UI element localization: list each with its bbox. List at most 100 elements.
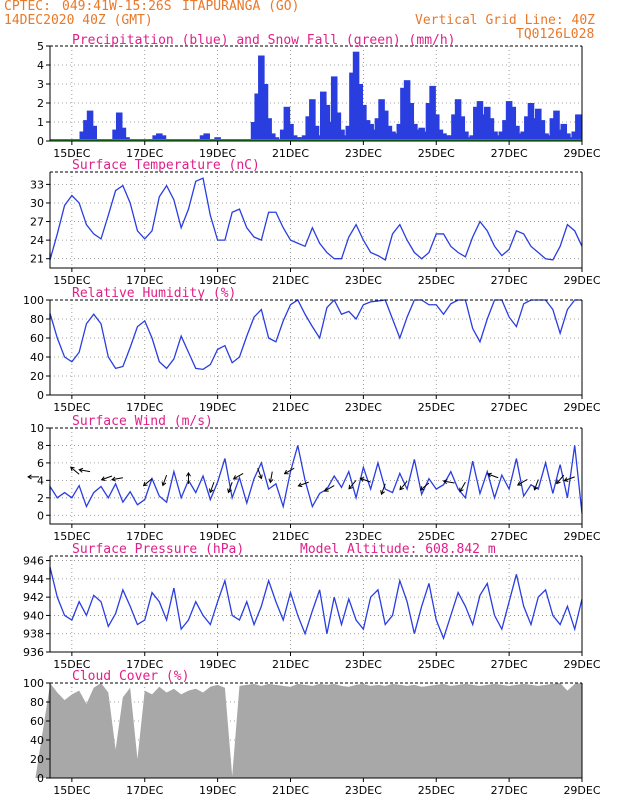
precip-bar [338, 129, 345, 141]
precip-bar [556, 129, 564, 141]
precip-bar [458, 116, 466, 141]
panel-annotation: Model Altitude: 608.842 m [300, 542, 496, 557]
wind-arrow [111, 477, 123, 481]
panel-title: Relative Humidity (%) [72, 286, 236, 301]
wind-arrow [360, 477, 371, 483]
precip-bar [513, 125, 520, 141]
y-tick-label: 60 [30, 715, 44, 728]
x-tick-label: 15DEC [53, 784, 90, 797]
y-tick-label: 80 [30, 696, 44, 709]
wind-arrow [298, 481, 309, 487]
x-tick-label: 19DEC [199, 401, 236, 414]
wind-arrow [459, 481, 466, 492]
wind-arrow [233, 472, 244, 480]
precip-bar [483, 106, 491, 141]
x-tick-label: 17DEC [126, 530, 163, 543]
y-tick-label: 40 [30, 734, 44, 747]
x-tick-label: 27DEC [491, 401, 528, 414]
x-tick-label: 17DEC [126, 401, 163, 414]
wind-arrow [564, 476, 575, 482]
x-tick-label: 25DEC [418, 147, 455, 160]
precip-bar [334, 112, 342, 141]
y-tick-label: 8 [37, 439, 44, 452]
x-tick-label: 19DEC [199, 530, 236, 543]
header-date: 14DEC2020 40Z (GMT) [4, 13, 153, 28]
wind-arrow [348, 480, 357, 490]
wind-arrow-head [208, 488, 214, 494]
wind-arrow [399, 480, 408, 490]
y-tick-label: 20 [30, 753, 44, 766]
wind-arrow-head [323, 487, 329, 492]
precip-bar [403, 80, 411, 141]
y-tick-label: 100 [23, 294, 44, 307]
wind-arrow [517, 479, 528, 486]
precip-bar [290, 135, 298, 141]
x-tick-label: 29DEC [563, 274, 600, 287]
wind-arrow-head [78, 467, 84, 473]
wind-arrow-head [348, 484, 353, 490]
y-tick-label: 3 [37, 78, 44, 91]
precip-bar [327, 122, 334, 141]
precip-bar [447, 135, 455, 141]
precip-bar [352, 51, 360, 142]
wind-arrow [284, 467, 295, 475]
x-tick-label: 23DEC [345, 658, 382, 671]
precip-bar [79, 131, 87, 141]
x-tick-label: 21DEC [272, 401, 309, 414]
x-tick-label: 15DEC [53, 401, 90, 414]
wind-arrow [487, 473, 499, 479]
precip-bar [254, 93, 261, 141]
precip-bar [265, 118, 272, 141]
press-line [49, 566, 583, 641]
y-tick-label: 30 [30, 197, 44, 210]
wind-arrow-head [27, 474, 32, 480]
precip-bar [509, 106, 517, 141]
x-tick-label: 15DEC [53, 274, 90, 287]
precip-bar [425, 103, 433, 141]
panel-precip: 0 1 2 3 4 5 15DEC 17DEC 19DEC 21DEC 23DEC 25DEC 27DE… [37, 33, 601, 160]
x-tick-label: 21DEC [272, 147, 309, 160]
precip-bar [268, 133, 276, 141]
x-tick-label: 15DEC [53, 658, 90, 671]
y-tick-label: 0 [37, 389, 44, 402]
precip-bar [152, 135, 159, 141]
precip-bar [473, 106, 480, 141]
panel-wind: 0 2 4 6 8 10 15DEC 17DEC 19DEC 21DEC 23DEC 25DEC 27D… [27, 414, 601, 543]
wind-arrow [209, 481, 215, 493]
y-tick-label: 1 [37, 116, 44, 129]
precip-bar [374, 118, 382, 141]
precip-bar [385, 125, 393, 141]
precip-bar [389, 131, 396, 141]
wind-arrow [269, 471, 273, 483]
wind-arrow-head [161, 481, 167, 487]
y-tick-label: 938 [23, 628, 44, 641]
wind-arrow-head [459, 487, 464, 493]
wind-arrow-head [419, 486, 425, 491]
x-tick-label: 19DEC [199, 147, 236, 160]
wind-arrow-head [516, 481, 522, 486]
precip-bar [571, 131, 578, 141]
wind-arrow [324, 485, 335, 492]
wind-arrow-head [100, 476, 106, 482]
wind-arrow-head [380, 490, 385, 496]
panel-cloud: 0 20 40 60 80 100 15DEC 17DEC 19DEC 21DEC 23DEC 25D… [23, 669, 601, 797]
wind-arrow-head [227, 488, 232, 494]
y-tick-label: 0 [37, 772, 44, 785]
wind-arrow-head [232, 475, 238, 480]
wind-arrow-head [297, 482, 303, 488]
x-tick-label: 23DEC [345, 274, 382, 287]
precip-bar [381, 110, 389, 141]
x-tick-label: 15DEC [53, 147, 90, 160]
x-tick-label: 23DEC [345, 147, 382, 160]
precip-bar [156, 133, 163, 141]
y-tick-label: 940 [23, 609, 44, 622]
precip-bar [534, 108, 542, 141]
precip-bar [505, 101, 513, 141]
y-tick-label: 33 [30, 178, 44, 191]
precip-bar [312, 125, 320, 141]
x-tick-label: 25DEC [418, 401, 455, 414]
x-tick-label: 21DEC [272, 274, 309, 287]
precip-bar [520, 131, 527, 141]
x-tick-label: 23DEC [345, 401, 382, 414]
